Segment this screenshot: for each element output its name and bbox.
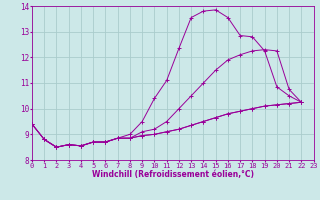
X-axis label: Windchill (Refroidissement éolien,°C): Windchill (Refroidissement éolien,°C) — [92, 170, 254, 179]
